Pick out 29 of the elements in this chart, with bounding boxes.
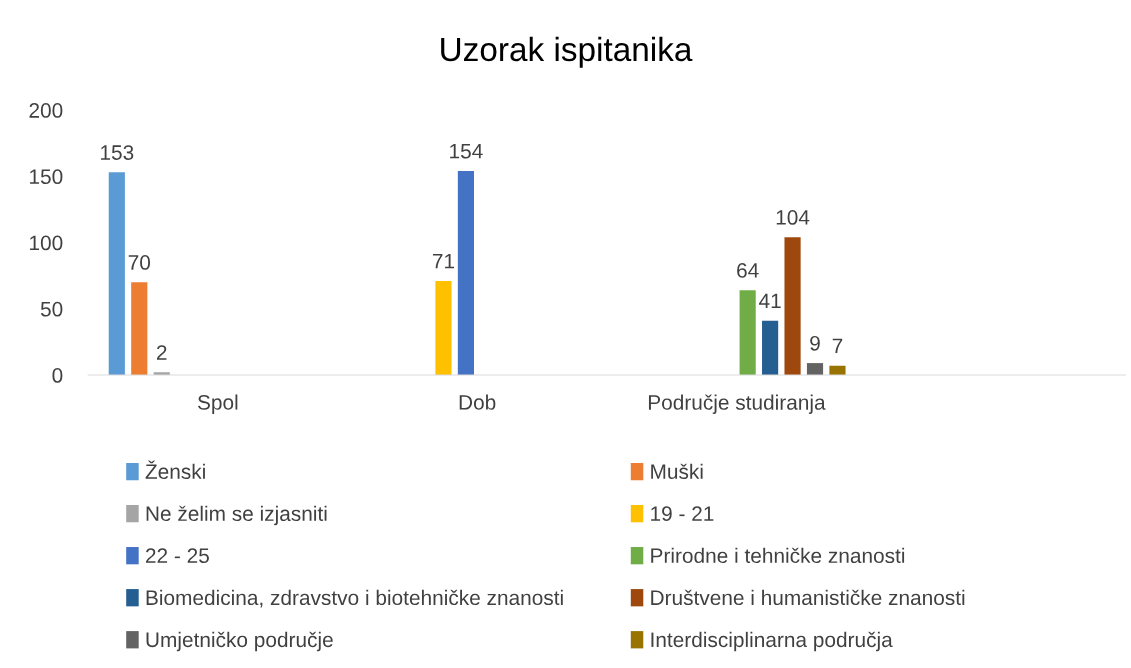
data-label: 41 bbox=[759, 293, 781, 309]
data-label: 70 bbox=[128, 255, 151, 270]
x-tick-label: Dob bbox=[459, 394, 496, 410]
legend-label: Ne želim se izjasniti bbox=[146, 505, 327, 526]
y-tick-label: 100 bbox=[30, 235, 63, 251]
data-label: 7 bbox=[832, 338, 843, 354]
legend-label: Interdisciplinarna područja bbox=[651, 631, 893, 652]
data-label: 71 bbox=[432, 253, 455, 269]
data-label: 9 bbox=[810, 335, 820, 351]
legend-label: Ženski bbox=[145, 460, 205, 480]
legend-label: Biomedicina, zdravstvo i biotehničke znanosti bbox=[146, 589, 563, 608]
data-label: 2 bbox=[156, 345, 167, 360]
y-tick-label: 200 bbox=[29, 103, 63, 118]
x-tick-label: Područje studiranja bbox=[648, 394, 826, 414]
y-tick-label: 150 bbox=[30, 169, 63, 185]
data-label: 154 bbox=[450, 144, 483, 159]
legend-label: Društvene i humanističke znanosti bbox=[651, 589, 965, 606]
legend-label: Muški bbox=[651, 463, 703, 480]
chart-title: Uzorak ispitanika bbox=[441, 36, 693, 68]
legend-label: 22 - 25 bbox=[145, 548, 209, 564]
y-tick-label: 0 bbox=[52, 368, 63, 383]
data-label: 64 bbox=[737, 263, 759, 278]
data-label: 104 bbox=[776, 210, 810, 225]
legend-label: Prirodne i tehničke znanosti bbox=[651, 547, 905, 564]
legend-label: 19 - 21 bbox=[651, 506, 714, 522]
data-label: 153 bbox=[101, 145, 134, 160]
x-tick-label: Spol bbox=[197, 394, 238, 414]
legend-label: Umjetničko područje bbox=[146, 631, 333, 652]
y-tick-label: 50 bbox=[40, 301, 63, 317]
